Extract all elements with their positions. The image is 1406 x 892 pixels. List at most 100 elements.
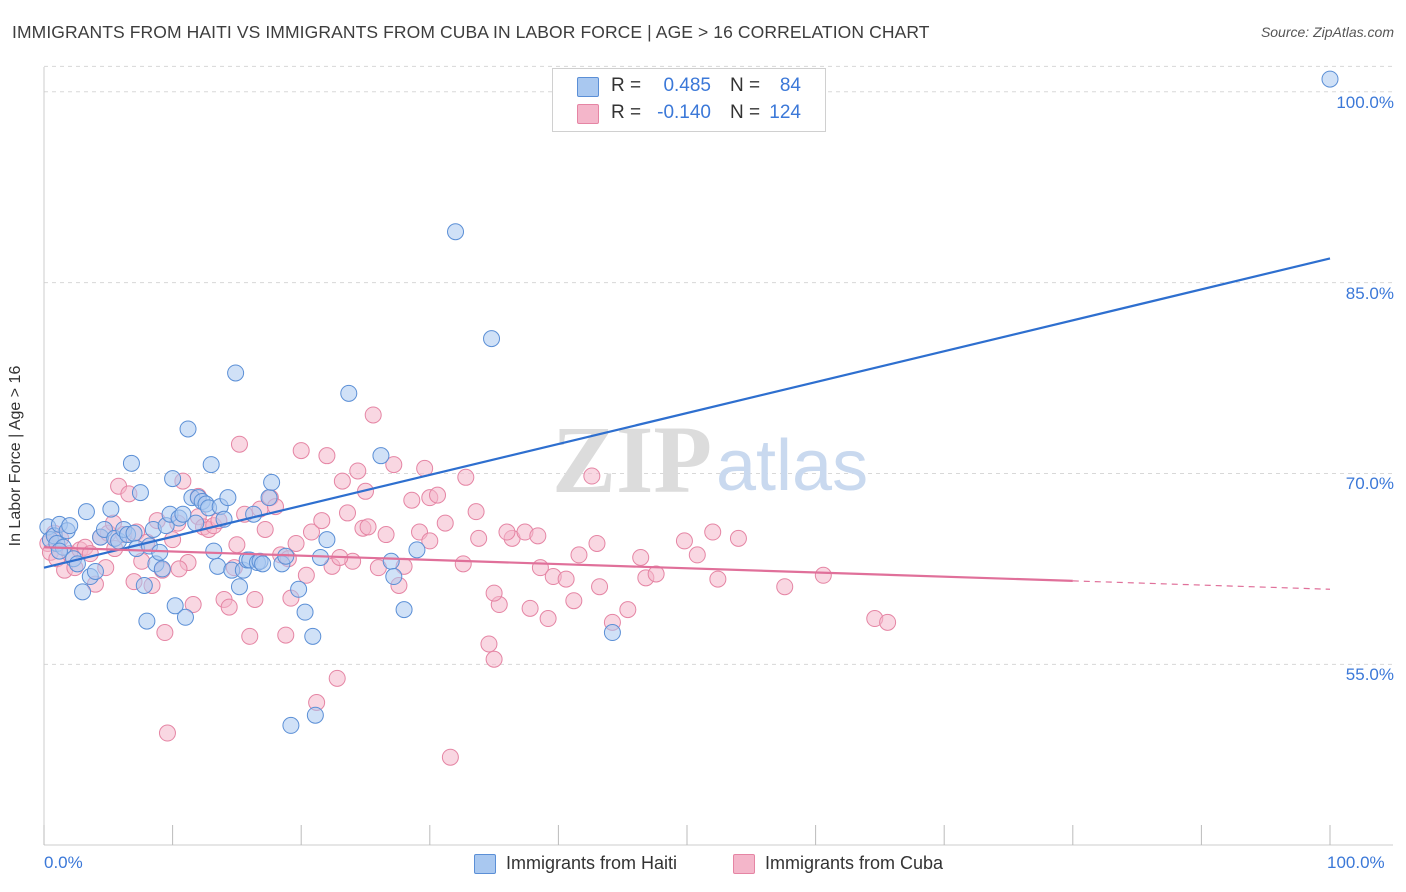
x-tick-label-max: 100.0% xyxy=(1327,853,1385,872)
cuba-point xyxy=(521,599,539,617)
cuba-trend-line-dashed xyxy=(1072,580,1331,590)
haiti-point xyxy=(202,456,220,474)
cuba-point xyxy=(498,523,516,541)
haiti-point xyxy=(174,505,192,523)
haiti-point xyxy=(122,454,140,472)
haiti-point xyxy=(131,484,149,502)
source-credit: Source: ZipAtlas.com xyxy=(1260,24,1394,40)
cuba-point xyxy=(467,503,485,521)
cuba-legend-swatch xyxy=(733,854,755,874)
cuba-point xyxy=(156,624,174,642)
haiti-point xyxy=(245,505,263,523)
haiti-point xyxy=(74,583,92,601)
cuba-point xyxy=(729,529,747,547)
cuba-point xyxy=(246,590,264,608)
haiti-trend-line xyxy=(43,257,1331,569)
cuba-point xyxy=(776,578,794,596)
haiti-point xyxy=(408,541,426,559)
cuba-point xyxy=(256,520,274,538)
haiti-point xyxy=(290,580,308,598)
cuba-point xyxy=(313,512,331,530)
haiti-point xyxy=(135,576,153,594)
cuba-r-value: -0.140 xyxy=(657,102,711,123)
haiti-r-value: 0.485 xyxy=(663,75,711,96)
haiti-legend-label: Immigrants from Haiti xyxy=(506,853,678,873)
haiti-point xyxy=(263,473,281,491)
cuba-point xyxy=(338,504,356,522)
cuba-point xyxy=(318,447,336,465)
y-tick-label: 70.0% xyxy=(1345,474,1394,494)
haiti-point xyxy=(125,524,143,542)
haiti-point xyxy=(603,624,621,642)
watermark-zip: ZIP xyxy=(552,406,712,513)
haiti-point xyxy=(219,489,237,507)
haiti-point xyxy=(318,531,336,549)
cuba-point xyxy=(158,724,176,742)
n-label: N = xyxy=(730,102,761,123)
r-label: R = xyxy=(611,102,642,123)
haiti-point xyxy=(340,384,358,402)
cuba-point xyxy=(359,518,377,536)
cuba-point xyxy=(704,523,722,541)
haiti-point xyxy=(227,364,245,382)
cuba-n-value: 124 xyxy=(769,102,801,123)
x-tick-label-min: 0.0% xyxy=(44,853,83,872)
haiti-point xyxy=(179,420,197,438)
haiti-point xyxy=(209,557,227,575)
cuba-point xyxy=(349,462,367,480)
haiti-point xyxy=(86,562,104,580)
y-tick-label: 85.0% xyxy=(1345,283,1394,303)
cuba-point xyxy=(429,486,447,504)
cuba-point xyxy=(583,467,601,485)
n-label: N = xyxy=(730,75,761,96)
cuba-point xyxy=(529,527,547,545)
haiti-point xyxy=(483,330,501,348)
cuba-point xyxy=(302,523,320,541)
cuba-point xyxy=(292,442,310,460)
cuba-point xyxy=(287,534,305,552)
haiti-point xyxy=(395,601,413,619)
cuba-point xyxy=(364,406,382,424)
y-tick-label: 55.0% xyxy=(1345,665,1394,685)
haiti-series-points xyxy=(39,70,1339,734)
cuba-point xyxy=(277,626,295,644)
haiti-swatch xyxy=(577,77,599,97)
haiti-point xyxy=(1321,70,1339,88)
cuba-point xyxy=(557,570,575,588)
chart-title: IMMIGRANTS FROM HAITI VS IMMIGRANTS FROM… xyxy=(12,22,930,42)
cuba-point xyxy=(675,532,693,550)
haiti-point xyxy=(138,612,156,630)
cuba-point xyxy=(333,472,351,490)
cuba-point xyxy=(441,748,459,766)
correlation-stats-box: R = 0.485 N = 84 R = -0.140 N = 124 xyxy=(552,68,826,132)
haiti-point xyxy=(50,542,68,560)
haiti-point xyxy=(176,608,194,626)
cuba-point xyxy=(170,560,188,578)
haiti-point xyxy=(164,470,182,488)
cuba-point xyxy=(184,596,202,614)
cuba-point xyxy=(647,565,665,583)
haiti-point xyxy=(230,578,248,596)
cuba-point xyxy=(619,601,637,619)
cuba-point xyxy=(241,627,259,645)
haiti-point xyxy=(151,543,169,561)
cuba-point xyxy=(879,613,897,631)
cuba-point xyxy=(688,546,706,564)
cuba-legend-label: Immigrants from Cuba xyxy=(765,853,944,873)
cuba-trend-line xyxy=(43,546,1073,582)
cuba-point xyxy=(570,546,588,564)
cuba-point xyxy=(591,578,609,596)
cuba-point xyxy=(385,456,403,474)
cuba-point xyxy=(480,635,498,653)
cuba-point xyxy=(328,669,346,687)
cuba-point xyxy=(485,584,503,602)
cuba-point xyxy=(297,566,315,584)
cuba-point xyxy=(228,536,246,554)
cuba-point xyxy=(470,529,488,547)
cuba-point xyxy=(485,650,503,668)
haiti-point xyxy=(282,716,300,734)
axes xyxy=(43,67,1393,846)
haiti-point xyxy=(61,517,79,535)
cuba-point xyxy=(454,555,472,573)
cuba-point xyxy=(403,491,421,509)
